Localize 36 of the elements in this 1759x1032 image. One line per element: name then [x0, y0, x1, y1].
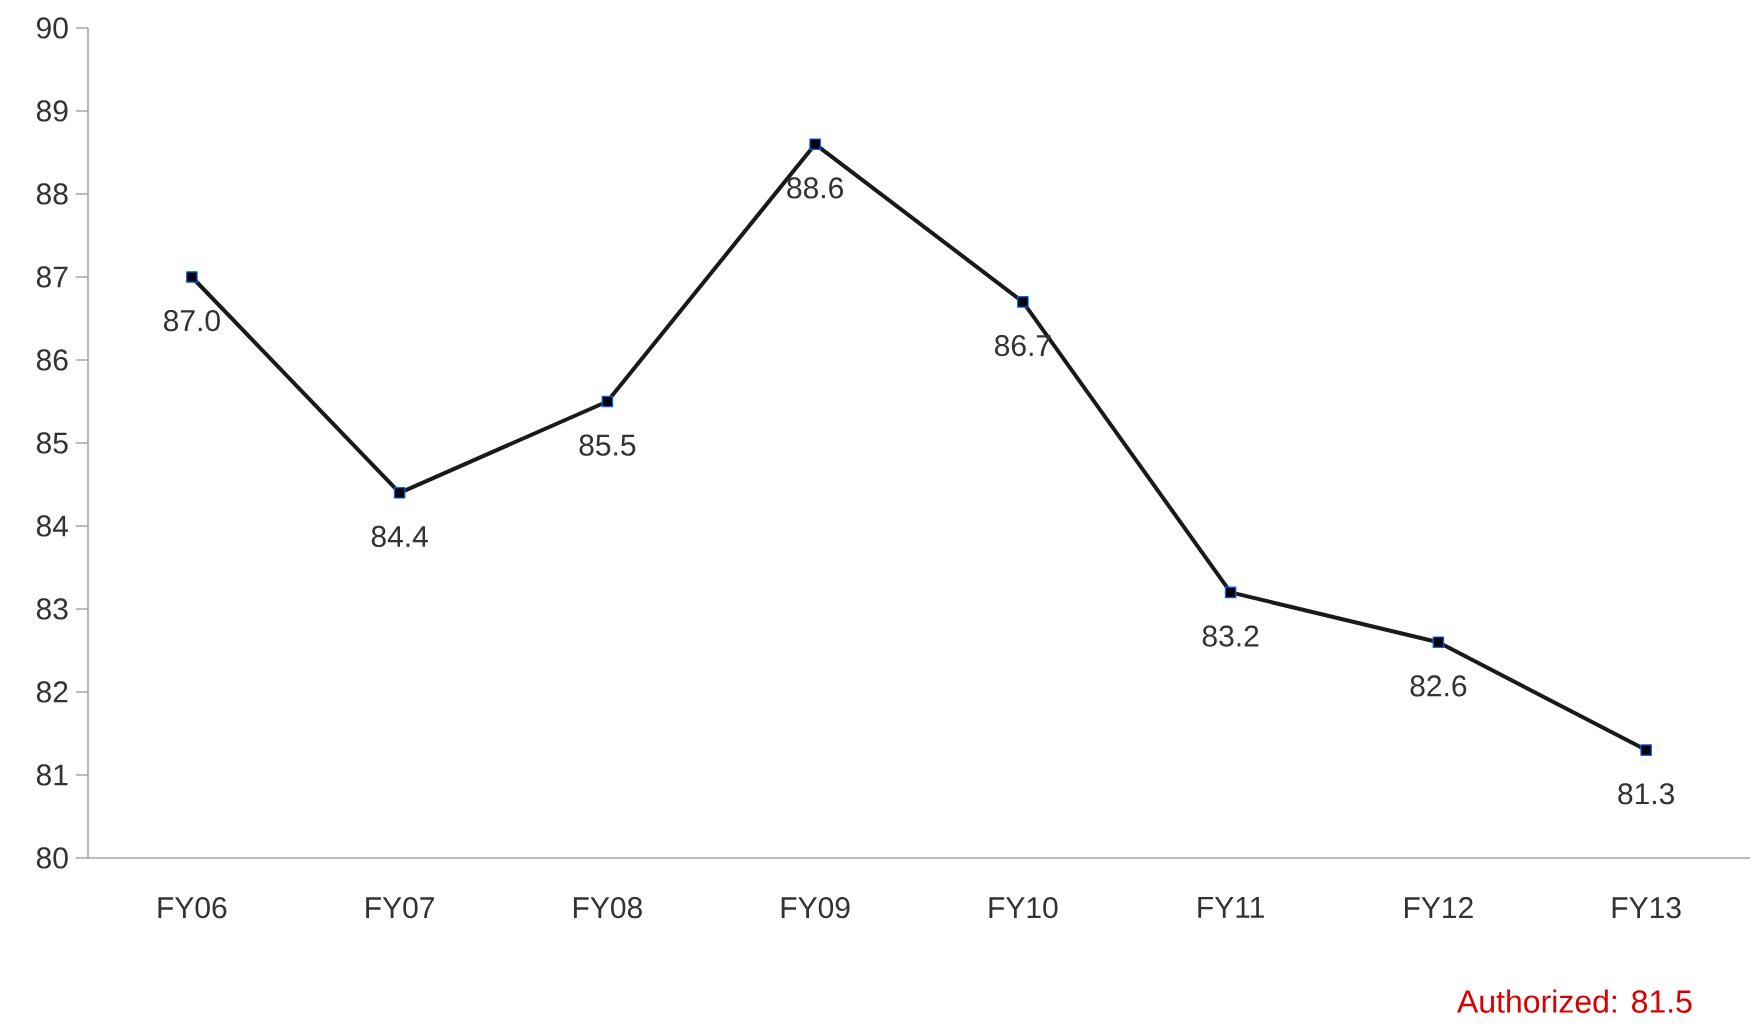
y-tick-label: 82	[36, 681, 68, 703]
text: Authorized: 81.5	[1457, 989, 1692, 1013]
y-tick-label: 85	[36, 432, 68, 454]
data-label: 81.3	[1618, 783, 1675, 805]
y-tick-label: 88	[36, 183, 68, 205]
x-tick-label: FY06	[158, 897, 227, 919]
data-label: 84.4	[371, 525, 428, 548]
x-tick-label: FY09	[781, 897, 850, 919]
y-tick-label: 84	[36, 515, 69, 537]
data-label: 86.7	[995, 334, 1051, 357]
x-tick-label: FY07	[366, 897, 434, 919]
y-tick-label: 80	[36, 847, 68, 869]
point	[809, 138, 821, 150]
x-tick-label: FY08	[573, 897, 642, 919]
point	[1432, 636, 1445, 648]
data-label: 87.0	[164, 310, 220, 332]
x-tick-label: FY12	[1404, 897, 1473, 919]
point	[601, 395, 614, 408]
x-tick-label: FY10	[989, 897, 1058, 919]
point	[1224, 586, 1237, 599]
y-tick-label: 83	[36, 598, 68, 620]
y-tick-label: 81	[36, 764, 68, 786]
data-label: 83.2	[1202, 625, 1259, 647]
data-label: 85.5	[579, 434, 636, 456]
x-tick-label: FY11	[1198, 897, 1264, 918]
y-tick-label: 87	[36, 266, 68, 288]
y-tick-label: 89	[36, 100, 68, 122]
y-tick-label: 86	[36, 349, 68, 371]
point	[186, 271, 198, 283]
y-tick-label: 90	[36, 17, 68, 39]
x-tick-label: FY13	[1612, 897, 1681, 919]
data-label: 82.6	[1410, 675, 1467, 697]
data-label: 88.6	[787, 177, 844, 199]
point	[393, 487, 406, 499]
point	[1640, 744, 1652, 756]
point	[1017, 296, 1029, 308]
